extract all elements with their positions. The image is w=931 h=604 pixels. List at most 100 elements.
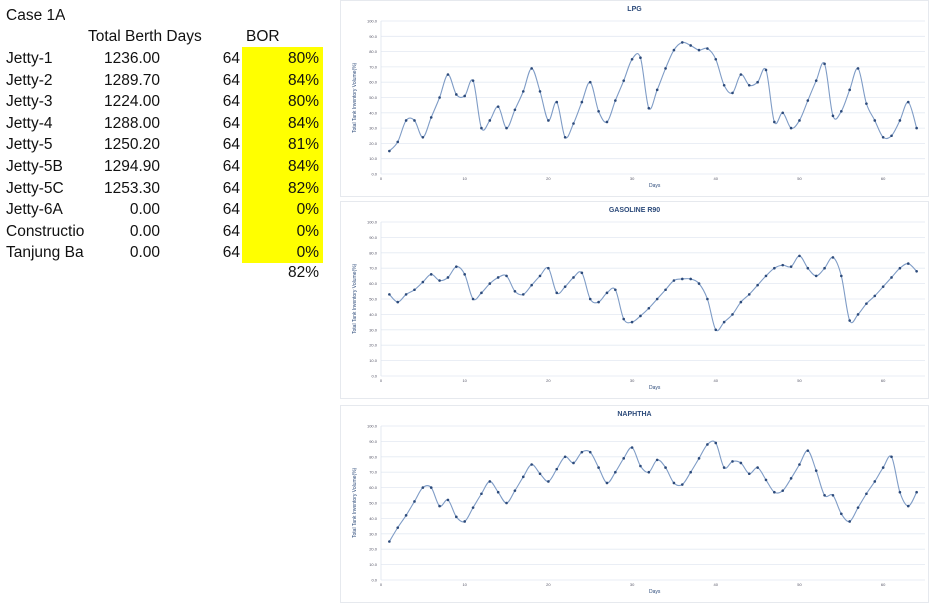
row-days[interactable]: 64 — [222, 93, 240, 111]
y-tick-label: 0.0 — [371, 172, 377, 177]
chart-naphtha: 0.0 10.0 20.0 30.0 40.0 50.0 60.0 70.0 80.0 90.0 1… — [340, 405, 929, 603]
row-name[interactable]: Jetty-5B — [6, 158, 63, 175]
bor-highlight — [242, 47, 323, 263]
row-days[interactable]: 64 — [222, 158, 240, 175]
row-total-berth[interactable]: 1250.20 — [103, 136, 160, 154]
row-days[interactable]: 64 — [222, 179, 240, 197]
row-name[interactable]: Jetty-1 — [6, 50, 53, 67]
data-point — [881, 285, 885, 288]
y-axis-label: Total Tank Inventory Volume(%) — [352, 263, 358, 334]
row-bor[interactable]: 80% — [287, 93, 319, 111]
data-point — [639, 464, 642, 468]
row-bor[interactable]: 80% — [287, 50, 319, 67]
header-bor: BOR — [246, 28, 280, 45]
x-tick-label: 50 — [797, 582, 802, 587]
row-total-berth[interactable]: 0.00 — [129, 201, 160, 219]
row-days[interactable]: 64 — [222, 71, 240, 89]
data-point — [789, 265, 793, 268]
row-bor[interactable]: 0% — [296, 244, 319, 262]
x-axis-label: Days — [649, 385, 661, 391]
data-point — [471, 506, 475, 509]
row-name[interactable]: Jetty-4 — [6, 114, 53, 132]
row-total-berth[interactable]: 0.00 — [129, 244, 160, 262]
data-point — [890, 134, 893, 138]
data-point — [530, 283, 533, 287]
data-point — [513, 489, 517, 492]
row-total-berth[interactable]: 1288.00 — [103, 114, 160, 132]
row-total-berth[interactable]: 1253.30 — [103, 179, 160, 197]
row-total-berth[interactable]: 1224.00 — [103, 93, 160, 111]
y-tick-label: 40.0 — [369, 516, 378, 521]
row-bor[interactable]: 84% — [287, 158, 319, 175]
data-point — [856, 506, 860, 509]
row-bor[interactable]: 84% — [287, 114, 319, 132]
row-bor[interactable]: 0% — [296, 222, 319, 240]
data-point — [446, 498, 450, 502]
row-total-berth[interactable]: 1289.70 — [103, 71, 160, 89]
data-point — [831, 114, 835, 118]
x-tick-label: 0 — [380, 378, 383, 383]
case-title: Case 1A — [6, 7, 66, 24]
data-point — [647, 106, 651, 110]
row-name[interactable]: Jetty-5 — [6, 136, 53, 154]
data-point — [538, 472, 542, 476]
data-point — [438, 96, 441, 99]
data-point — [388, 540, 391, 543]
data-point — [614, 470, 617, 474]
data-point — [588, 297, 592, 301]
x-tick-label: 40 — [714, 582, 719, 587]
y-tick-label: 80.0 — [369, 250, 378, 255]
data-point — [697, 48, 701, 52]
y-tick-label: 20.0 — [369, 343, 378, 348]
data-point — [538, 90, 542, 93]
x-tick-label: 10 — [462, 582, 467, 587]
row-name[interactable]: Tanjung Ba — [6, 244, 84, 262]
data-point — [530, 463, 533, 466]
data-point — [915, 126, 918, 130]
row-total-berth[interactable]: 1236.00 — [103, 50, 160, 67]
data-point — [404, 119, 408, 122]
data-point — [438, 279, 441, 282]
chart-title: LPG — [627, 6, 642, 13]
data-point — [739, 73, 743, 76]
row-bor[interactable]: 84% — [287, 71, 319, 89]
data-point — [814, 469, 818, 472]
row-name[interactable]: Jetty-3 — [6, 93, 53, 111]
row-total-berth[interactable]: 0.00 — [129, 222, 160, 240]
data-point — [781, 111, 785, 115]
data-point — [823, 62, 826, 66]
data-point — [605, 481, 609, 485]
x-tick-label: 30 — [630, 176, 635, 181]
row-bor[interactable]: 81% — [287, 136, 319, 154]
x-tick-label: 60 — [881, 582, 886, 587]
data-point — [463, 520, 466, 523]
row-bor[interactable]: 82% — [287, 179, 319, 197]
data-point — [731, 460, 734, 463]
data-point — [840, 274, 843, 278]
row-name[interactable]: Jetty-2 — [6, 71, 53, 89]
row-days[interactable]: 64 — [222, 50, 240, 67]
data-point — [664, 67, 667, 70]
data-point — [521, 90, 525, 93]
y-tick-label: 20.0 — [369, 547, 378, 552]
row-name[interactable]: Jetty-6A — [6, 201, 63, 219]
row-total-berth[interactable]: 1294.90 — [103, 158, 160, 175]
row-days[interactable]: 64 — [222, 222, 240, 240]
data-point — [898, 490, 902, 494]
row-days[interactable]: 64 — [222, 114, 240, 132]
chart-plot: 0.0 10.0 20.0 30.0 40.0 50.0 60.0 70.0 80.0 90.0 1… — [367, 424, 925, 587]
row-name[interactable]: Constructio — [6, 222, 85, 240]
row-days[interactable]: 64 — [222, 201, 240, 219]
row-days[interactable]: 64 — [222, 136, 240, 154]
y-tick-label: 50.0 — [369, 501, 378, 506]
data-point — [521, 475, 525, 479]
data-point — [781, 489, 785, 492]
data-point — [513, 290, 517, 293]
data-point — [672, 48, 676, 52]
data-point — [697, 282, 701, 285]
chart-title: NAPHTHA — [617, 411, 652, 418]
row-name[interactable]: Jetty-5C — [6, 179, 64, 197]
row-days[interactable]: 64 — [222, 244, 240, 262]
row-bor[interactable]: 0% — [296, 201, 319, 219]
data-point — [421, 135, 425, 139]
